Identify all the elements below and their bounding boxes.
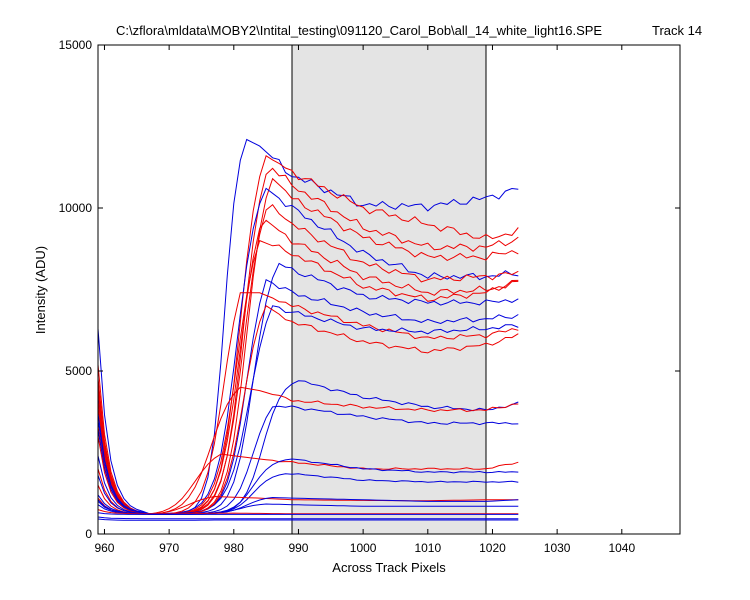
red-series-line bbox=[97, 453, 519, 515]
x-axis: 960 970 980 990 1000 1010 1020 1030 1040 bbox=[94, 45, 635, 555]
blue-series-line bbox=[97, 516, 519, 520]
x-tick-label: 980 bbox=[224, 541, 244, 555]
blue-series-line bbox=[97, 518, 519, 521]
x-tick-label: 1020 bbox=[479, 541, 506, 555]
x-tick-label: 1000 bbox=[350, 541, 377, 555]
y-axis: 0 5000 10000 15000 bbox=[59, 38, 680, 541]
y-tick-label: 5000 bbox=[65, 364, 92, 378]
plot-frame bbox=[97, 44, 681, 535]
y-tick-label: 0 bbox=[85, 527, 92, 541]
chart-title: C:\zflora\mldata\MOBY2\Intital_testing\0… bbox=[116, 23, 602, 38]
x-axis-label: Across Track Pixels bbox=[332, 560, 446, 575]
track-label: Track 14 bbox=[652, 23, 702, 38]
x-tick-label: 1010 bbox=[414, 541, 441, 555]
x-tick-label: 1040 bbox=[608, 541, 635, 555]
series-layer bbox=[97, 138, 519, 521]
x-tick-label: 1030 bbox=[544, 541, 571, 555]
x-tick-label: 990 bbox=[288, 541, 308, 555]
x-tick-label: 960 bbox=[94, 541, 114, 555]
red-series-line bbox=[97, 495, 519, 515]
y-axis-label: Intensity (ADU) bbox=[33, 246, 48, 334]
y-tick-label: 10000 bbox=[59, 201, 93, 215]
red-series-line bbox=[97, 509, 519, 515]
y-tick-label: 15000 bbox=[59, 38, 93, 52]
x-tick-label: 970 bbox=[159, 541, 179, 555]
blue-series-line bbox=[97, 512, 519, 515]
